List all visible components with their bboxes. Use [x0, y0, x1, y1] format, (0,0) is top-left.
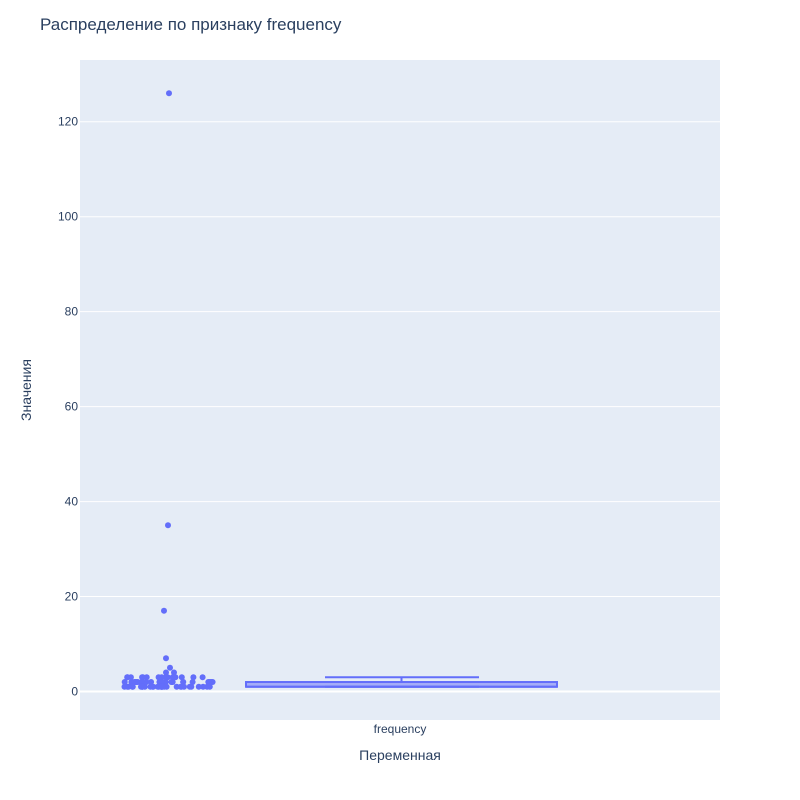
y-tick-label: 80	[65, 305, 79, 319]
y-tick-label: 120	[58, 115, 78, 129]
outlier-point	[200, 683, 207, 690]
outlier-point	[138, 679, 145, 685]
outlier-point	[143, 674, 150, 681]
box-plot	[245, 676, 558, 688]
outlier-point	[121, 679, 128, 685]
outlier-point	[139, 683, 146, 690]
outlier-point	[180, 679, 187, 685]
outlier-point	[131, 679, 138, 685]
outlier-point	[163, 683, 170, 690]
outlier-point	[163, 674, 170, 681]
outlier-point	[171, 669, 177, 676]
outlier-point	[158, 679, 165, 685]
outlier-point	[155, 674, 162, 681]
chart-title: Распределение по признаку frequency	[40, 15, 342, 34]
outlier-point	[209, 679, 216, 685]
x-tick-label: frequency	[374, 722, 427, 736]
outlier-point	[199, 674, 206, 681]
outlier-points	[121, 90, 216, 690]
y-tick-label: 60	[65, 400, 79, 414]
outlier-point	[121, 683, 128, 690]
outlier-point	[147, 683, 154, 690]
outlier-point	[178, 674, 185, 681]
outlier-point	[206, 683, 213, 690]
outlier-point	[195, 683, 202, 690]
x-axis-title: Переменная	[359, 747, 441, 763]
outlier-point	[129, 683, 136, 690]
outlier-point	[190, 674, 197, 681]
outlier-point	[189, 679, 196, 685]
y-tick-label: 20	[65, 590, 79, 604]
outlier-point	[177, 683, 184, 690]
outlier-point	[158, 683, 165, 690]
outlier-point	[161, 607, 167, 614]
y-tick-label: 100	[58, 210, 78, 224]
outlier-point	[163, 655, 169, 662]
outlier-point	[165, 522, 171, 529]
y-axis-title: Значения	[18, 359, 34, 421]
outlier-point	[163, 669, 169, 676]
y-tick-label: 0	[71, 685, 78, 699]
outlier-point	[139, 674, 146, 681]
y-tick-label: 40	[65, 495, 79, 509]
plot-area	[80, 60, 720, 720]
outlier-point	[172, 674, 179, 681]
outlier-point	[148, 679, 155, 685]
outlier-point	[167, 664, 173, 671]
outlier-point	[168, 679, 175, 685]
grid-lines	[80, 121, 720, 693]
outlier-point	[186, 683, 193, 690]
y-tick-labels: 0 20 40 60 80 100 120	[58, 115, 78, 699]
outlier-point	[124, 674, 131, 681]
outlier-point	[173, 683, 180, 690]
outlier-point	[166, 90, 172, 97]
outlier-point	[143, 679, 150, 685]
